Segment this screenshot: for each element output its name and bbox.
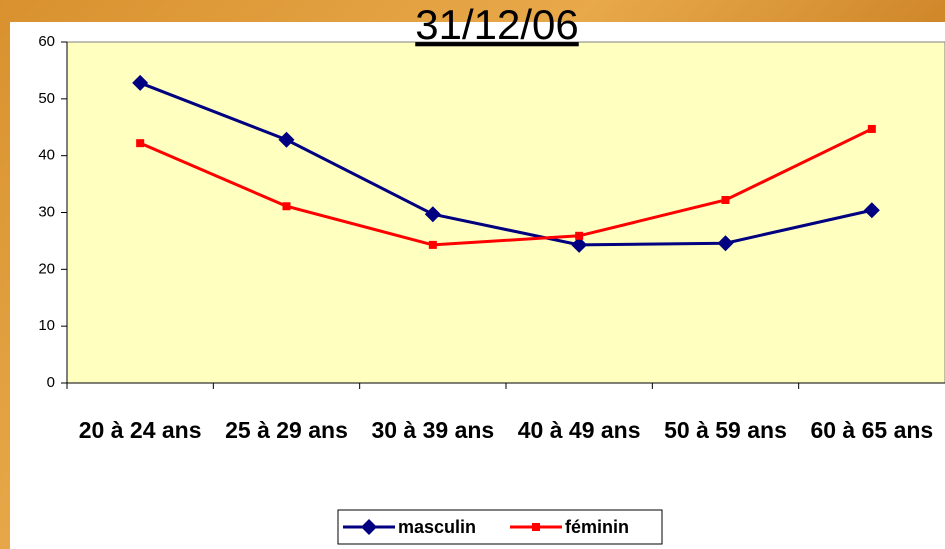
marker [136,139,145,148]
marker [532,523,540,531]
marker [721,195,730,204]
y-tick-label: 40 [38,147,55,164]
legend-label: masculin [398,517,476,537]
y-tick-label: 30 [38,203,55,220]
y-tick-label: 20 [38,260,55,277]
marker [424,206,441,223]
marker [132,74,149,91]
y-tick-label: 0 [47,374,55,391]
marker [867,124,876,133]
marker [282,202,291,211]
marker [571,236,588,253]
marker [717,235,734,252]
legend-label: féminin [565,517,629,537]
x-tick-label: 25 à 29 ans [225,417,348,443]
plot-area [66,41,945,384]
marker [361,519,377,535]
x-tick-label: 30 à 39 ans [371,417,495,443]
x-tick-label: 20 à 24 ans [78,417,202,443]
y-tick-label: 60 [38,33,55,50]
y-tick-label: 10 [38,317,55,334]
marker [278,131,295,148]
marker [863,202,880,219]
marker [575,231,584,240]
x-tick-label: 40 à 49 ans [517,417,641,443]
series-line [139,127,873,247]
series-line [139,81,873,247]
chart-title: 31/12/06 [415,1,579,48]
x-tick-label: 60 à 65 ans [810,417,934,443]
marker [428,240,437,249]
x-tick-label: 50 à 59 ans [664,417,787,443]
y-tick-label: 50 [38,90,55,107]
